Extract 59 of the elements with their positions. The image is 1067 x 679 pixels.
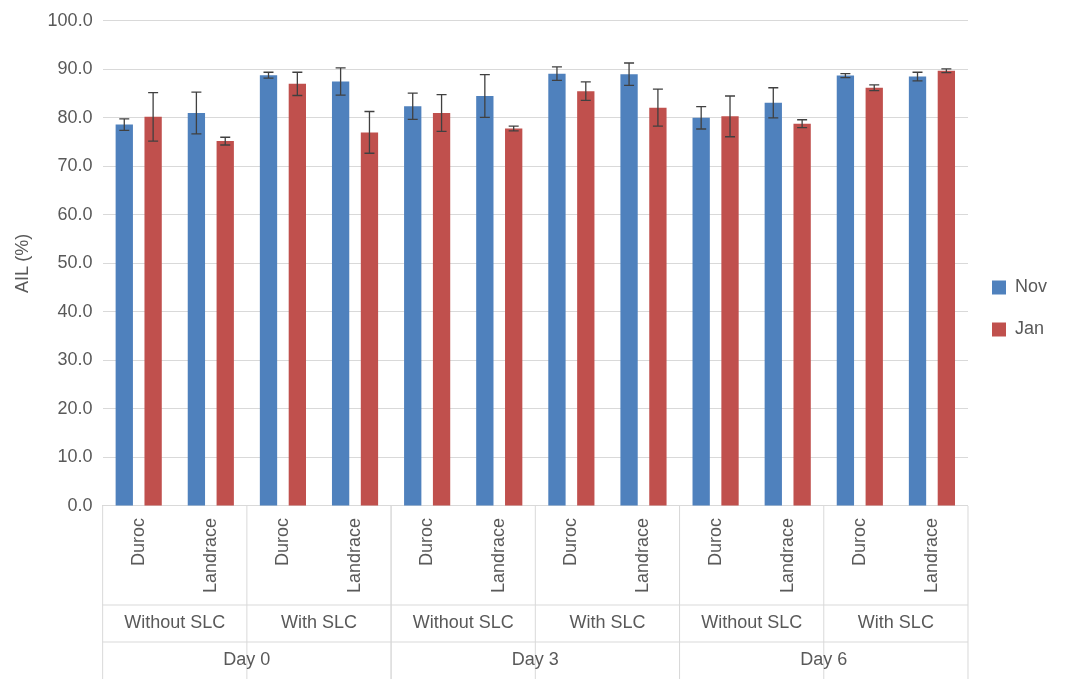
bar <box>288 83 306 506</box>
x-tick-label: Duroc <box>704 517 725 566</box>
bar <box>721 116 739 506</box>
y-tick-label: 0.0 <box>67 494 93 515</box>
x-tick-label: Landrace <box>920 517 941 593</box>
x-tick-label: Duroc <box>560 517 581 566</box>
bar <box>144 116 162 506</box>
bar <box>836 75 855 506</box>
bar <box>793 123 811 506</box>
bar <box>692 117 710 506</box>
text: Without SLC <box>412 612 514 633</box>
bar <box>577 91 595 506</box>
bar <box>115 124 133 506</box>
legend-label: Jan <box>1014 318 1045 339</box>
y-tick-label: 10.0 <box>57 446 93 467</box>
x-tick-label: Landrace <box>344 517 365 593</box>
x-tick-label: Landrace <box>632 517 653 593</box>
x-tick-label: Duroc <box>848 517 869 566</box>
y-tick-label: 100.0 <box>47 9 93 30</box>
bar <box>432 112 451 506</box>
bar <box>187 112 206 506</box>
y-tick-label: 60.0 <box>57 203 93 224</box>
y-tick-label: 80.0 <box>57 106 93 127</box>
bar <box>620 74 638 506</box>
bar <box>908 76 927 506</box>
y-tick-label: 40.0 <box>57 300 93 321</box>
bar <box>476 96 494 506</box>
x-tick-label: Landrace <box>199 517 220 593</box>
text: Without SLC <box>124 612 226 633</box>
legend-label: Nov <box>1014 276 1048 297</box>
y-axis-title: AIL (%) <box>11 233 32 294</box>
bar <box>360 132 379 506</box>
bar <box>764 102 782 506</box>
bar <box>505 128 523 506</box>
y-tick-label: 50.0 <box>57 252 93 273</box>
x-tick-label: Duroc <box>127 517 148 566</box>
text: Day 6 <box>800 649 848 670</box>
bar <box>404 106 422 506</box>
bar <box>649 107 667 506</box>
text: With SLC <box>857 612 934 633</box>
x-tick-label: Landrace <box>776 517 797 593</box>
text: Without SLC <box>701 612 803 633</box>
bar <box>937 70 956 506</box>
x-tick-label: Duroc <box>271 517 292 566</box>
y-tick-label: 90.0 <box>57 58 93 79</box>
bar <box>331 81 350 506</box>
bar <box>216 141 234 506</box>
x-tick-label: Duroc <box>416 517 437 566</box>
y-tick-label: 20.0 <box>57 397 93 418</box>
text: Day 0 <box>223 649 271 670</box>
x-tick-label: Landrace <box>488 517 509 593</box>
y-tick-label: 70.0 <box>57 155 93 176</box>
bar <box>548 73 566 506</box>
y-tick-label: 30.0 <box>57 349 93 370</box>
text: Day 3 <box>511 649 559 670</box>
bar <box>865 87 883 506</box>
bar <box>259 75 278 506</box>
text: With SLC <box>280 612 357 633</box>
text: With SLC <box>569 612 646 633</box>
